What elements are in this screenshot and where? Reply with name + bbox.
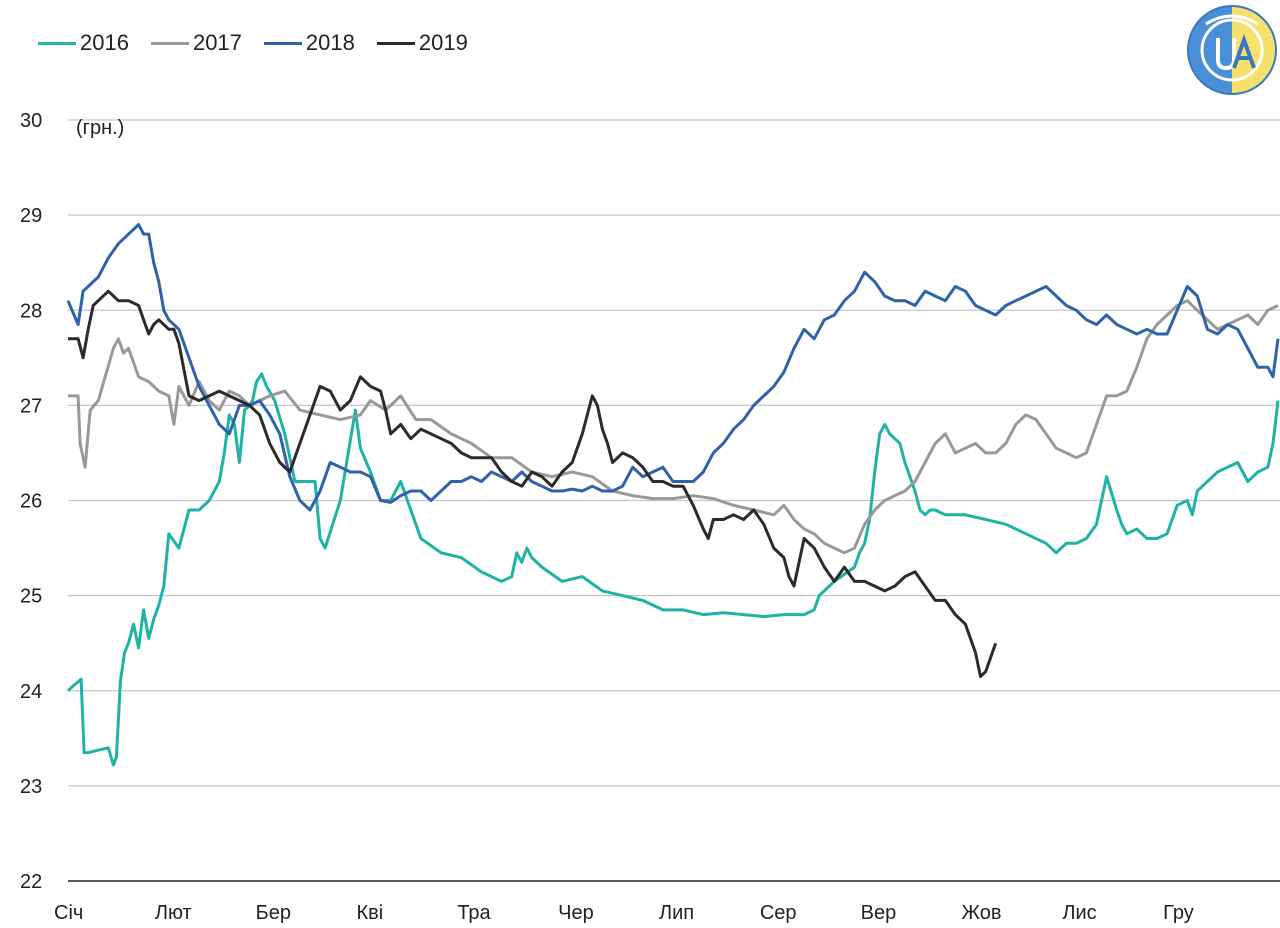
x-tick-label-10: Лис <box>1062 902 1096 924</box>
series-lines <box>66 223 1280 767</box>
x-tick-label-6: Лип <box>659 902 694 924</box>
series-line-2019 <box>68 289 998 678</box>
x-tick-label-9: Жов <box>962 902 1002 924</box>
legend-swatch-2018 <box>263 41 302 45</box>
x-tick-label-2: Бер <box>256 902 291 924</box>
y-tick-label-22: 22 <box>20 871 42 893</box>
legend-label-2016: 2016 <box>80 30 129 55</box>
series-line-2017 <box>68 299 1279 555</box>
y-tick-label-23: 23 <box>20 776 42 798</box>
series-line-2016 <box>66 372 1280 767</box>
y-tick-label-25: 25 <box>20 586 42 608</box>
x-axis-labels: Січ Лют Бер Кві Тра Чер Лип Сер Вер Жов Лис Гру <box>54 902 1194 924</box>
series-line-2018 <box>66 223 1280 512</box>
y-tick-label-26: 26 <box>20 491 42 513</box>
legend-label-2019: 2019 <box>418 30 468 55</box>
y-tick-label-30: 30 <box>20 110 42 132</box>
legend-swatch-2016 <box>38 41 76 45</box>
x-tick-label-8: Вер <box>861 902 897 924</box>
grid-lines <box>68 119 1280 787</box>
x-tick-label-1: Лют <box>155 902 192 924</box>
legend: 2016 2017 2018 2019 <box>38 30 468 56</box>
y-tick-label-24: 24 <box>20 681 42 703</box>
legend-swatch-2019 <box>376 41 415 45</box>
x-tick-label-5: Чер <box>558 902 594 924</box>
x-tick-label-11: Гру <box>1163 902 1194 924</box>
legend-item-2017: 2017 <box>150 30 242 56</box>
unit-label: (грн.) <box>76 117 124 139</box>
x-tick-label-3: Кві <box>357 902 384 924</box>
legend-label-2017: 2017 <box>192 30 242 55</box>
x-tick-label-7: Сер <box>760 902 797 924</box>
x-tick-label-4: Тра <box>457 902 491 924</box>
legend-item-2016: 2016 <box>38 30 129 56</box>
legend-swatch-2017 <box>150 41 189 45</box>
x-tick-label-0: Січ <box>54 902 83 924</box>
y-tick-label-28: 28 <box>20 300 42 322</box>
logo-icon <box>1187 5 1277 95</box>
y-tick-label-27: 27 <box>20 395 42 417</box>
legend-item-2018: 2018 <box>263 30 355 56</box>
y-axis-labels: 22 23 24 25 26 27 28 29 30 <box>20 110 42 893</box>
legend-label-2018: 2018 <box>305 30 355 55</box>
legend-item-2019: 2019 <box>376 30 468 56</box>
y-tick-label-29: 29 <box>20 205 42 227</box>
